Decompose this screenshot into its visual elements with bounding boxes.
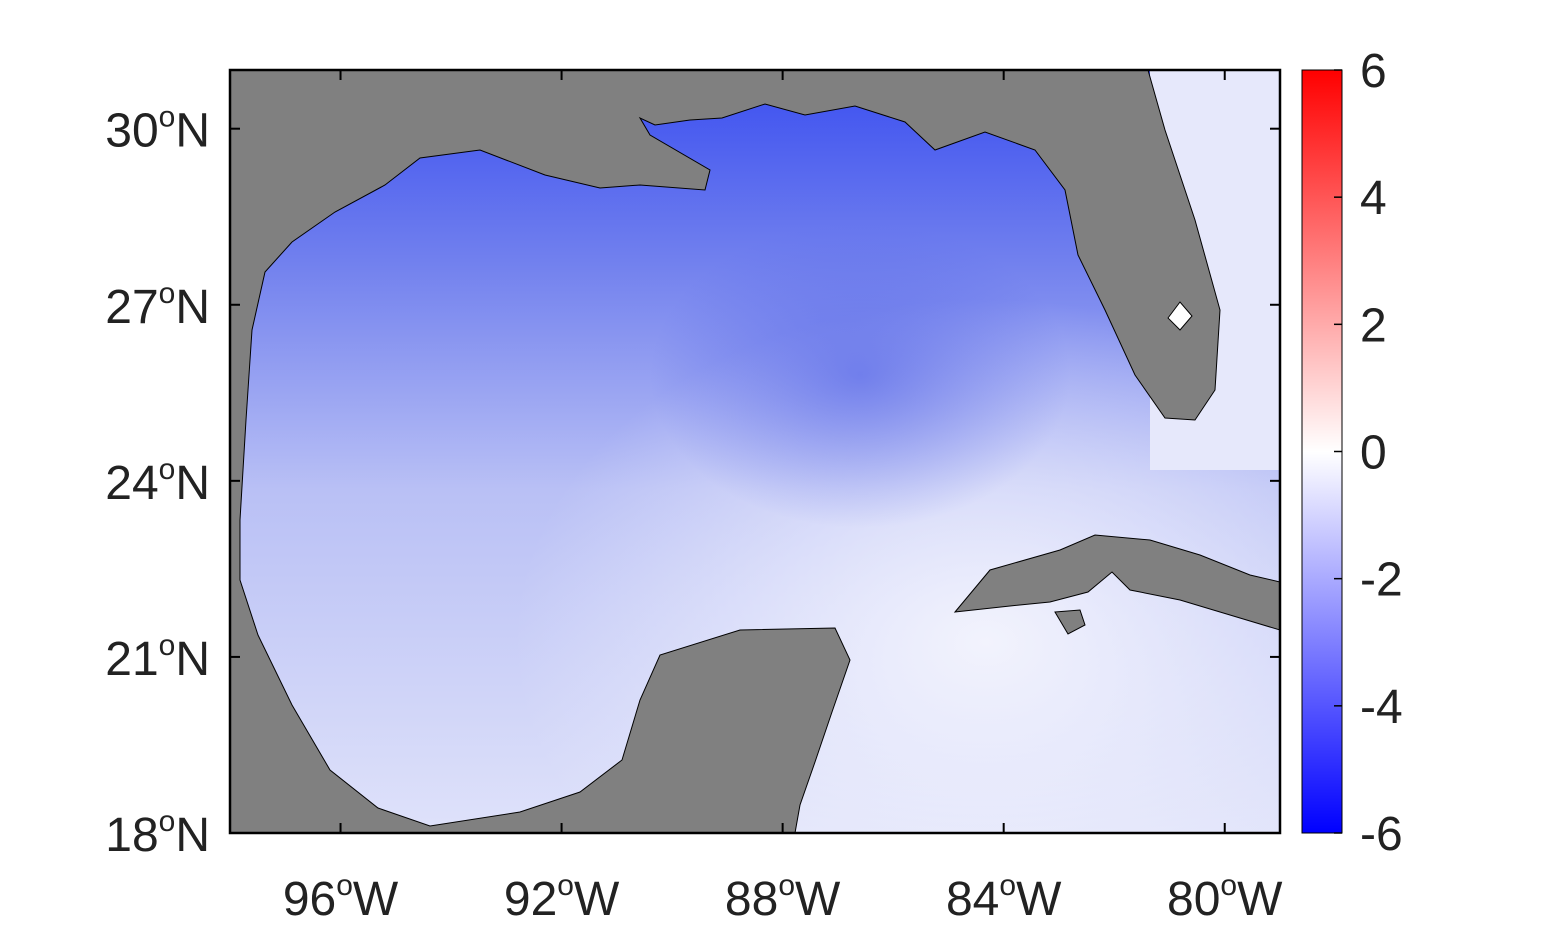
x-tick-label: 88oW: [725, 869, 841, 926]
x-tick-label: 92oW: [504, 869, 620, 926]
degree-sign: o: [159, 629, 176, 662]
degree-sign: o: [159, 453, 176, 486]
hemisphere: N: [175, 809, 210, 862]
x-tick-label: 80oW: [1167, 869, 1283, 926]
y-tick-label: 27oN: [105, 277, 210, 334]
tick-number: 96: [283, 873, 336, 926]
hemisphere: N: [175, 457, 210, 510]
degree-sign: o: [159, 101, 176, 134]
hemisphere: W: [1016, 873, 1062, 926]
colorbar-tick-label: 6: [1360, 45, 1387, 98]
x-tick-label: 84oW: [946, 869, 1062, 926]
tick-number: 30: [105, 105, 158, 158]
y-tick-label: 24oN: [105, 453, 210, 510]
colorbar-tick-label: -4: [1360, 681, 1403, 734]
degree-sign: o: [159, 805, 176, 838]
degree-sign: o: [336, 869, 353, 902]
degree-sign: o: [999, 869, 1016, 902]
map-body: [230, 70, 1280, 833]
tick-number: 24: [105, 457, 158, 510]
colorbar-tick-label: -2: [1360, 554, 1403, 607]
y-tick-label: 21oN: [105, 629, 210, 686]
degree-sign: o: [159, 277, 176, 310]
land: [1054, 609, 1086, 635]
degree-sign: o: [1220, 869, 1237, 902]
tick-number: 84: [946, 873, 999, 926]
hemisphere: N: [175, 633, 210, 686]
tick-number: 27: [105, 281, 158, 334]
colorbar-tick-label: 2: [1360, 299, 1387, 352]
degree-sign: o: [557, 869, 574, 902]
map-frame: [228, 68, 1282, 835]
hemisphere: W: [574, 873, 620, 926]
colorbar-tick-label: 0: [1360, 427, 1387, 480]
tick-number: 88: [725, 873, 778, 926]
hemisphere: N: [175, 105, 210, 158]
tick-number: 21: [105, 633, 158, 686]
x-tick-label: 96oW: [283, 869, 399, 926]
hemisphere: W: [353, 873, 399, 926]
colorbar-tick-label: -6: [1360, 808, 1403, 861]
tick-number: 80: [1167, 873, 1220, 926]
land: [230, 70, 1221, 833]
colorbar-tick-label: 4: [1360, 172, 1387, 225]
tick-number: 18: [105, 809, 158, 862]
y-tick-label: 18oN: [105, 805, 210, 862]
hemisphere: N: [175, 281, 210, 334]
degree-sign: o: [778, 869, 795, 902]
hemisphere: W: [795, 873, 841, 926]
tick-number: 92: [504, 873, 557, 926]
y-tick-label: 30oN: [105, 101, 210, 158]
lake: [1167, 301, 1193, 331]
hemisphere: W: [1237, 873, 1283, 926]
land: [953, 534, 1280, 631]
